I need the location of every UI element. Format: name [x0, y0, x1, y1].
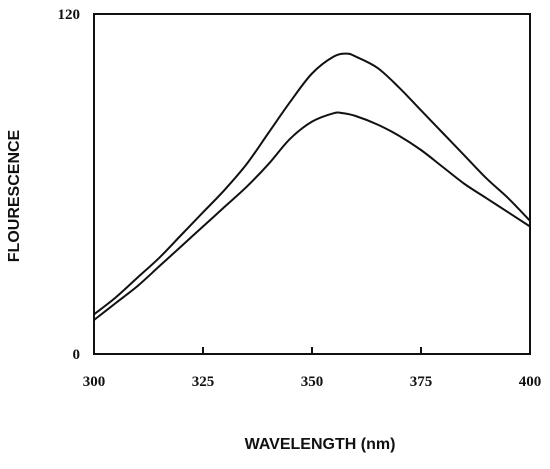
y-axis-title: FLOURESCENCE	[6, 129, 23, 262]
series-layer	[93, 52, 531, 321]
series-line-upper	[93, 52, 531, 316]
x-tick-label: 375	[410, 374, 433, 390]
x-tick-label: 350	[301, 374, 324, 390]
y-axis-ticks: 0 120	[58, 7, 81, 363]
x-tick-label: 300	[83, 374, 106, 390]
x-tick-label: 400	[519, 374, 542, 390]
x-axis-title: WAVELENGTH (nm)	[245, 436, 396, 453]
y-tick-label: 120	[58, 7, 81, 23]
x-tick-label: 325	[192, 374, 215, 390]
x-axis-ticks: 300 325 350 375 400	[83, 347, 542, 390]
series-line-lower	[93, 111, 531, 321]
y-tick-label: 0	[73, 347, 81, 363]
